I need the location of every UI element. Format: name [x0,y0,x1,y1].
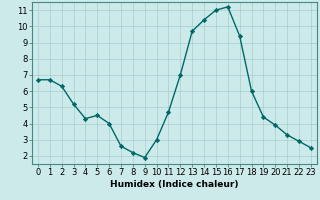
X-axis label: Humidex (Indice chaleur): Humidex (Indice chaleur) [110,180,239,189]
